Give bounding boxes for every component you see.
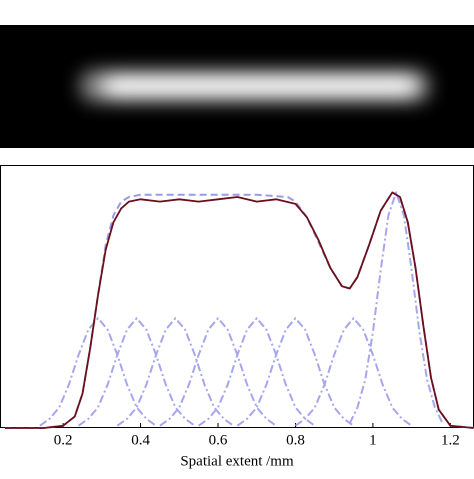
beam-image [80, 70, 430, 102]
data-line [116, 317, 235, 427]
x-axis-label: Spatial extent /mm [180, 453, 294, 469]
data-line [39, 317, 157, 427]
x-tick-label: 0.2 [54, 432, 73, 448]
data-line [348, 191, 444, 424]
data-line [5, 191, 474, 429]
x-tick-label: 0.4 [131, 432, 150, 448]
x-tick-label: 1.2 [441, 432, 460, 448]
data-line [78, 317, 196, 427]
data-line [5, 191, 474, 429]
data-line [198, 317, 316, 427]
data-line [294, 317, 413, 427]
x-tick-label: 0.8 [286, 432, 305, 448]
data-line [159, 317, 277, 427]
data-line [236, 317, 355, 427]
x-tick-label: 1 [369, 432, 377, 448]
x-tick-label: 0.6 [209, 432, 228, 448]
